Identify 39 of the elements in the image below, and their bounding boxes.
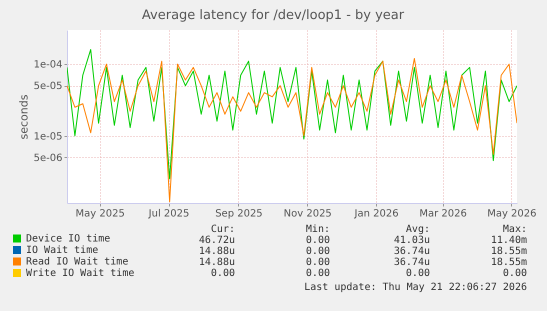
text: 0.00: [306, 257, 330, 268]
text: 36.74u: [394, 246, 430, 257]
text: 0.00: [306, 246, 330, 257]
legend-label: IO Wait time: [26, 245, 98, 256]
text: 18.55m: [490, 246, 527, 257]
y-axis-title: seconds: [18, 94, 31, 140]
x-tick-label: May 2025: [76, 208, 125, 220]
x-tick-label: Jan 2026: [354, 208, 399, 220]
text: 0.00: [306, 268, 330, 279]
legend-label: Read IO Wait time: [26, 256, 128, 268]
legend-label: Device IO time: [26, 234, 110, 244]
text: Cur:: [210, 224, 235, 235]
text: 0.00: [306, 235, 330, 246]
y-tick-label: 1e-04: [34, 60, 62, 71]
chart-title: Average latency for /dev/loop1 - by year: [142, 8, 405, 23]
text: 0.00: [406, 268, 430, 279]
x-tick-label: Jul 2025: [148, 208, 190, 220]
text: 14.88u: [198, 257, 235, 268]
x-tick-label: Mar 2026: [419, 208, 467, 220]
x-tick-label: May 2026: [487, 208, 537, 220]
text: Avg:: [406, 224, 430, 235]
x-tick-label: Sep 2025: [215, 208, 263, 220]
text: 0.00: [502, 268, 527, 279]
text: 14.88u: [198, 246, 235, 257]
y-tick-label: 5e-05: [34, 81, 62, 92]
text: Min:: [306, 224, 330, 235]
text: 18.55m: [490, 257, 527, 268]
legend-label: Write IO Wait time: [26, 268, 134, 279]
text: 46.72u: [198, 235, 235, 246]
text: Last update: Thu May 21 22:06:27 2026: [304, 282, 527, 293]
text: 41.03u: [394, 235, 430, 246]
y-tick-label: 5e-06: [34, 152, 62, 164]
line-series: [67, 49, 517, 180]
y-tick-label: 1e-05: [34, 131, 62, 142]
text: Max:: [502, 224, 527, 235]
text: 0.00: [210, 268, 235, 279]
text: 36.74u: [394, 257, 430, 268]
x-tick-label: Nov 2025: [284, 208, 332, 220]
text: 11.40m: [490, 235, 527, 246]
